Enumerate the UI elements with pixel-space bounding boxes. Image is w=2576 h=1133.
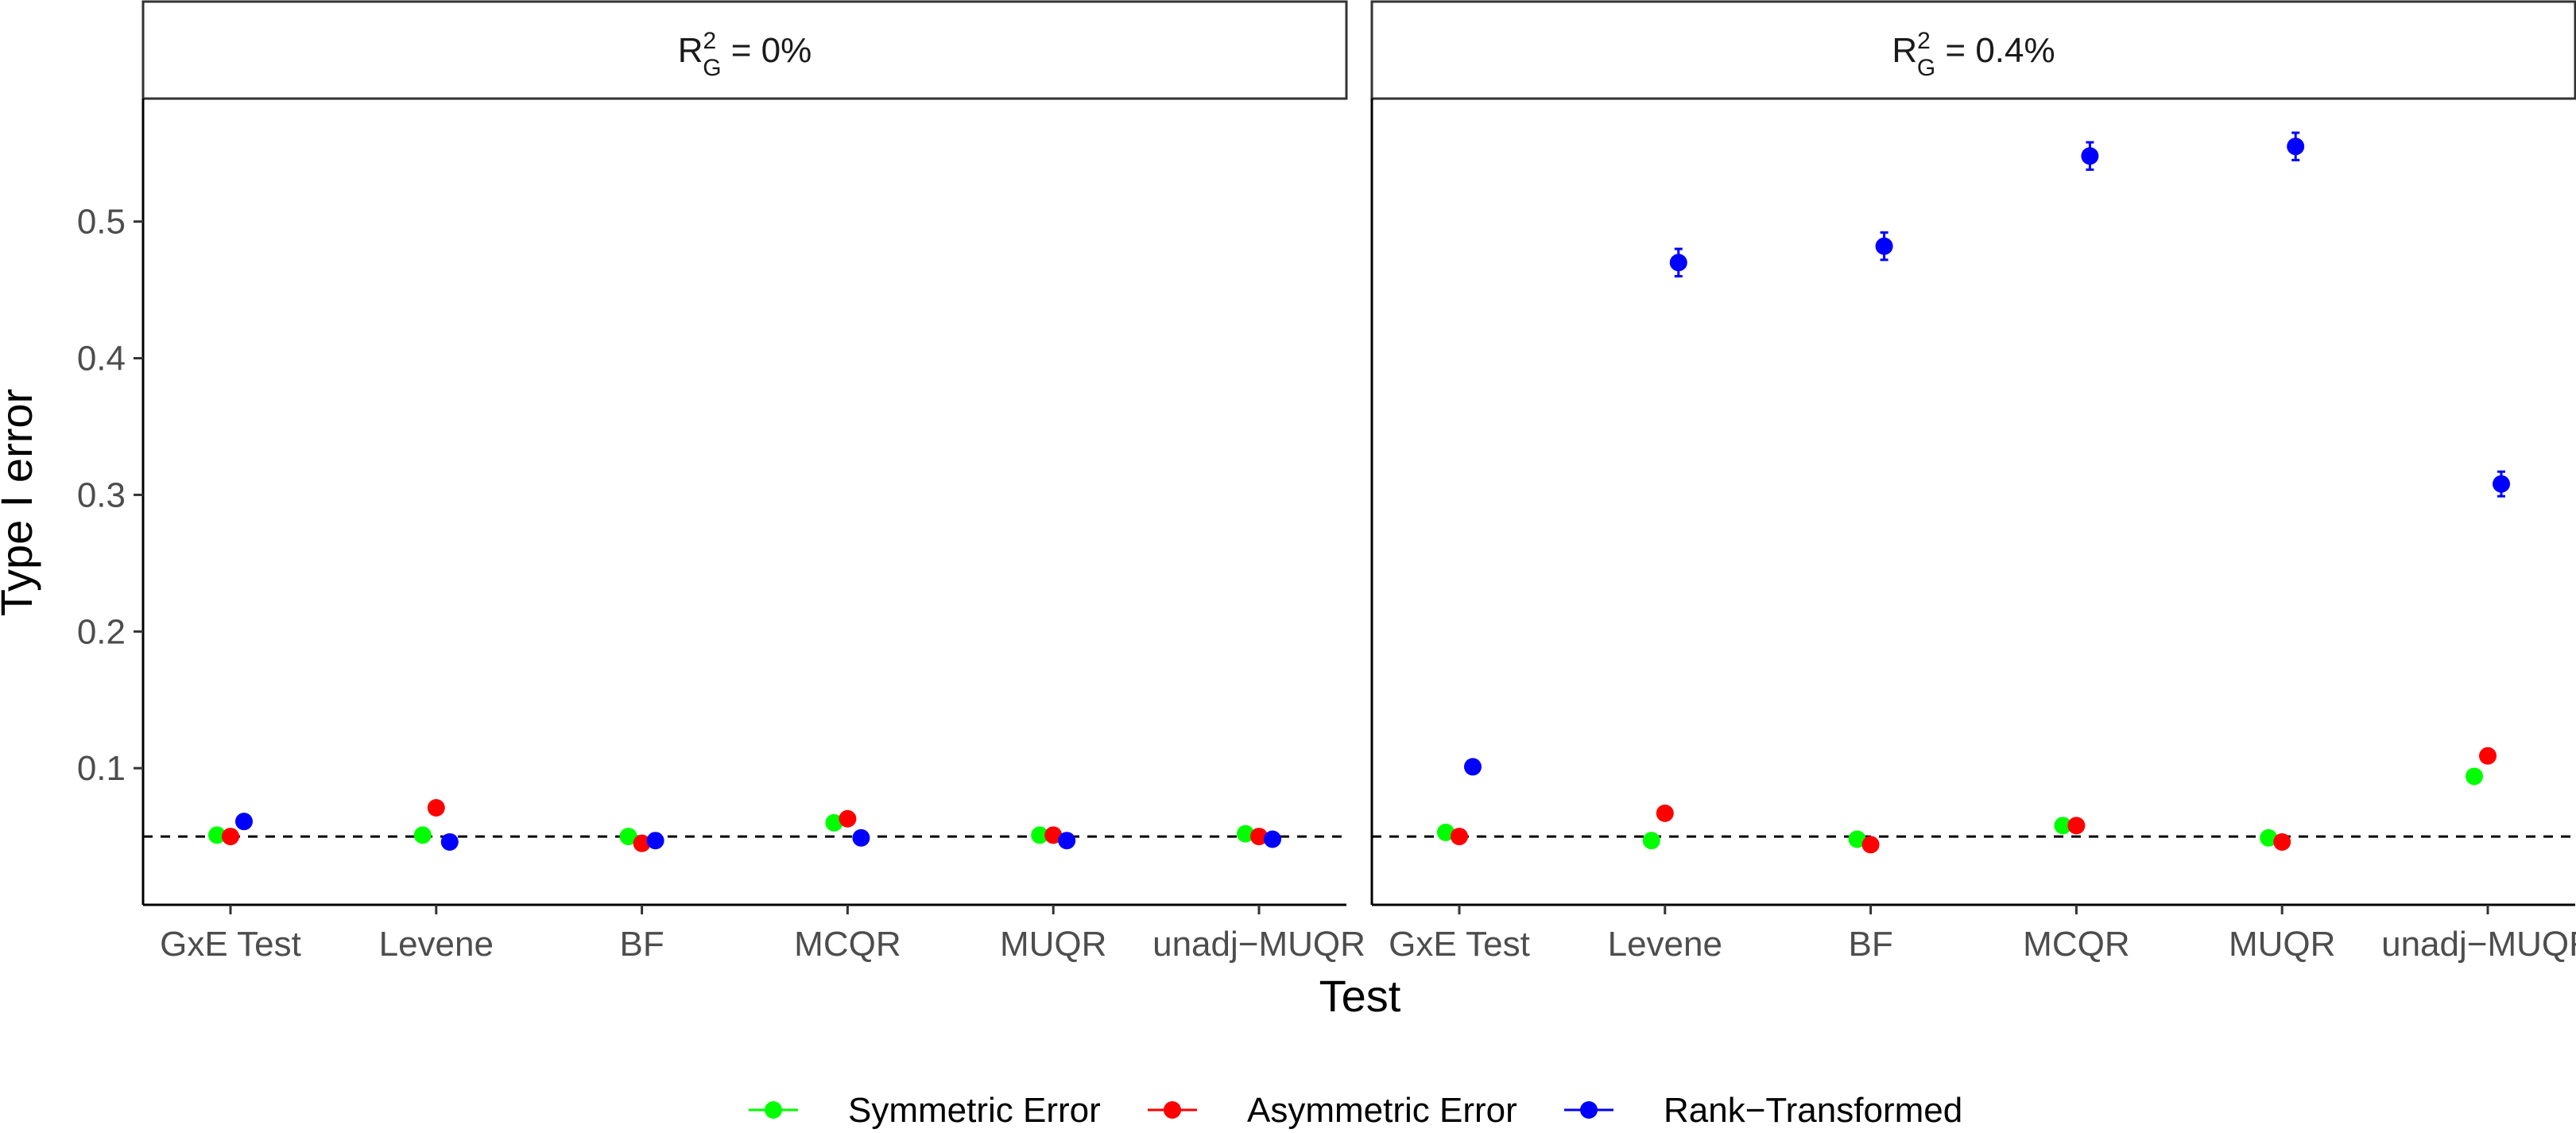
legend-item: Symmetric Error <box>749 1091 1101 1130</box>
x-tick-label: MCQR <box>2023 925 2129 964</box>
data-point <box>1031 826 1049 844</box>
x-tick-label: GxE Test <box>1389 925 1530 964</box>
data-point <box>1044 826 1063 844</box>
data-point <box>852 828 870 847</box>
x-tick-label: GxE Test <box>160 925 301 964</box>
y-tick-label: 0.4 <box>77 340 126 378</box>
facet-label: R2 G = 0.4% <box>1892 28 2055 81</box>
data-point <box>646 832 664 850</box>
legend-item: Rank−Transformed <box>1564 1091 1962 1130</box>
x-tick-label: BF <box>1848 925 1892 964</box>
facet-strip <box>1370 0 2576 100</box>
data-point <box>2054 817 2072 835</box>
legend-key-point <box>1580 1101 1598 1119</box>
data-point <box>2287 138 2305 156</box>
x-tick-label: MUQR <box>1000 925 1106 964</box>
y-tick-label: 0.1 <box>77 749 126 788</box>
data-point <box>413 826 432 844</box>
legend-key-point <box>1164 1101 1181 1119</box>
data-point <box>440 832 459 851</box>
data-point <box>2067 817 2086 835</box>
data-point <box>2081 147 2099 165</box>
data-point <box>1656 804 1674 822</box>
facet-strip <box>141 0 1348 100</box>
legend-label: Rank−Transformed <box>1664 1091 1962 1130</box>
data-point <box>221 828 239 846</box>
data-point <box>1642 832 1660 850</box>
panel-2: R2 G = 0.4% GxE Test Levene BF MCQR MUQR unadj−… <box>1370 0 2576 964</box>
data-point <box>825 813 843 832</box>
x-tick-label: MUQR <box>2229 925 2335 964</box>
x-tick-label: BF <box>619 925 664 964</box>
x-tick-label: MCQR <box>794 925 901 964</box>
data-point <box>1875 237 1893 255</box>
facet-label: R2 G = 0% <box>678 28 812 81</box>
x-axis-title: Test <box>1319 971 1401 1021</box>
x-tick-label: unadj−MUQR <box>2381 925 2576 964</box>
data-point <box>2273 832 2291 851</box>
data-point <box>1058 832 1076 850</box>
data-point <box>2493 475 2511 493</box>
legend-label: Asymmetric Error <box>1247 1091 1517 1130</box>
legend-key-point <box>765 1101 782 1119</box>
x-tick-label: Levene <box>1608 925 1722 964</box>
data-point <box>1669 254 1687 272</box>
data-point <box>619 828 637 846</box>
data-point <box>1250 828 1269 846</box>
data-point <box>234 813 253 831</box>
legend-item: Asymmetric Error <box>1148 1091 1517 1130</box>
data-point <box>2260 828 2278 847</box>
data-point <box>1463 758 1482 776</box>
y-tick-label: 0.5 <box>77 203 126 242</box>
y-axis-title: Type I error <box>0 389 41 616</box>
data-point <box>427 798 445 817</box>
data-point <box>2479 747 2497 765</box>
data-point <box>207 826 226 844</box>
legend-label: Symmetric Error <box>848 1091 1101 1130</box>
data-point <box>1450 828 1468 846</box>
data-point <box>1861 836 1880 854</box>
y-tick-label: 0.3 <box>77 475 126 514</box>
data-point <box>1264 830 1282 848</box>
data-point <box>1848 830 1866 848</box>
panels: R2 G = 0% GxE Test Levene BF MCQR MUQR unadj−MU… <box>141 0 2576 964</box>
legend: Symmetric Error Asymmetric Error Rank−Tran… <box>749 1091 1962 1130</box>
data-point <box>2466 767 2484 786</box>
data-point <box>1237 825 1255 843</box>
panel-1: R2 G = 0% GxE Test Levene BF MCQR MUQR unadj−MU… <box>141 0 1365 964</box>
data-point <box>839 809 857 828</box>
data-point <box>1436 823 1455 841</box>
data-point <box>633 834 651 852</box>
x-tick-label: Levene <box>379 925 494 964</box>
x-tick-label: unadj−MUQR <box>1152 925 1365 964</box>
y-axis: 0.1 0.2 0.3 0.4 0.5 <box>77 203 143 788</box>
y-tick-label: 0.2 <box>77 612 126 651</box>
